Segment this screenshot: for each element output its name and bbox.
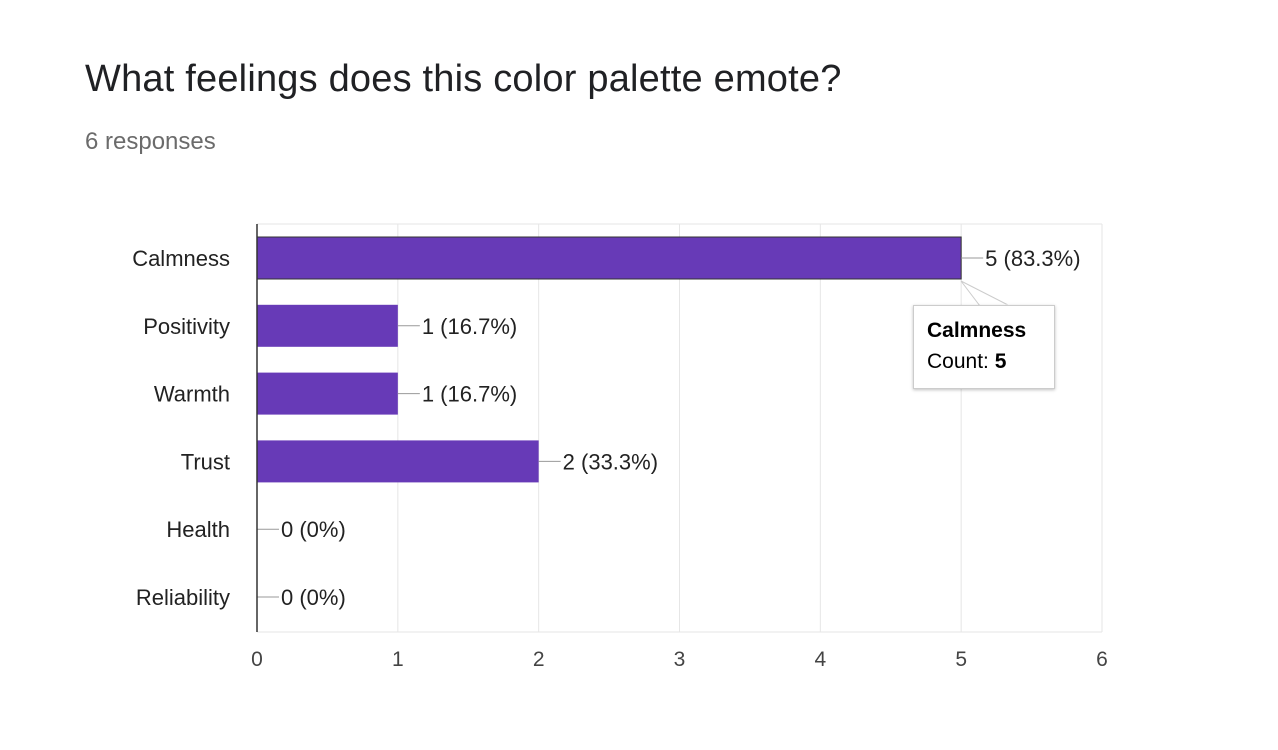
bar xyxy=(257,372,398,415)
x-tick-label: 1 xyxy=(392,648,404,671)
x-tick-label: 6 xyxy=(1096,648,1108,671)
data-label: 2 (33.3%) xyxy=(563,449,658,474)
data-label: 0 (0%) xyxy=(281,585,346,610)
question-title: What feelings does this color palette em… xyxy=(85,58,842,100)
data-label: 1 (16.7%) xyxy=(422,382,517,407)
data-label: 1 (16.7%) xyxy=(422,314,517,339)
bar xyxy=(257,440,539,483)
x-tick-label: 3 xyxy=(674,648,686,671)
x-tick-label: 5 xyxy=(955,648,967,671)
tooltip-count: Count: 5 xyxy=(927,350,1006,374)
category-label: Warmth xyxy=(154,382,230,407)
x-tick-label: 0 xyxy=(251,648,263,671)
chart-tooltip: Calmness Count: 5 xyxy=(913,305,1055,389)
category-label: Positivity xyxy=(143,314,230,339)
category-label: Health xyxy=(166,517,230,542)
x-tick-label: 2 xyxy=(533,648,545,671)
data-label: 0 (0%) xyxy=(281,517,346,542)
tooltip-count-value: 5 xyxy=(994,350,1007,373)
bar xyxy=(256,236,962,280)
category-label: Reliability xyxy=(136,585,230,610)
response-count: 6 responses xyxy=(85,128,216,155)
x-tick-label: 4 xyxy=(814,648,826,671)
data-label: 5 (83.3%) xyxy=(985,246,1080,271)
category-label: Trust xyxy=(181,449,230,474)
bar xyxy=(257,304,398,347)
category-label: Calmness xyxy=(132,246,230,271)
tooltip-title: Calmness xyxy=(927,319,1027,342)
tooltip-count-label: Count: xyxy=(927,350,989,373)
